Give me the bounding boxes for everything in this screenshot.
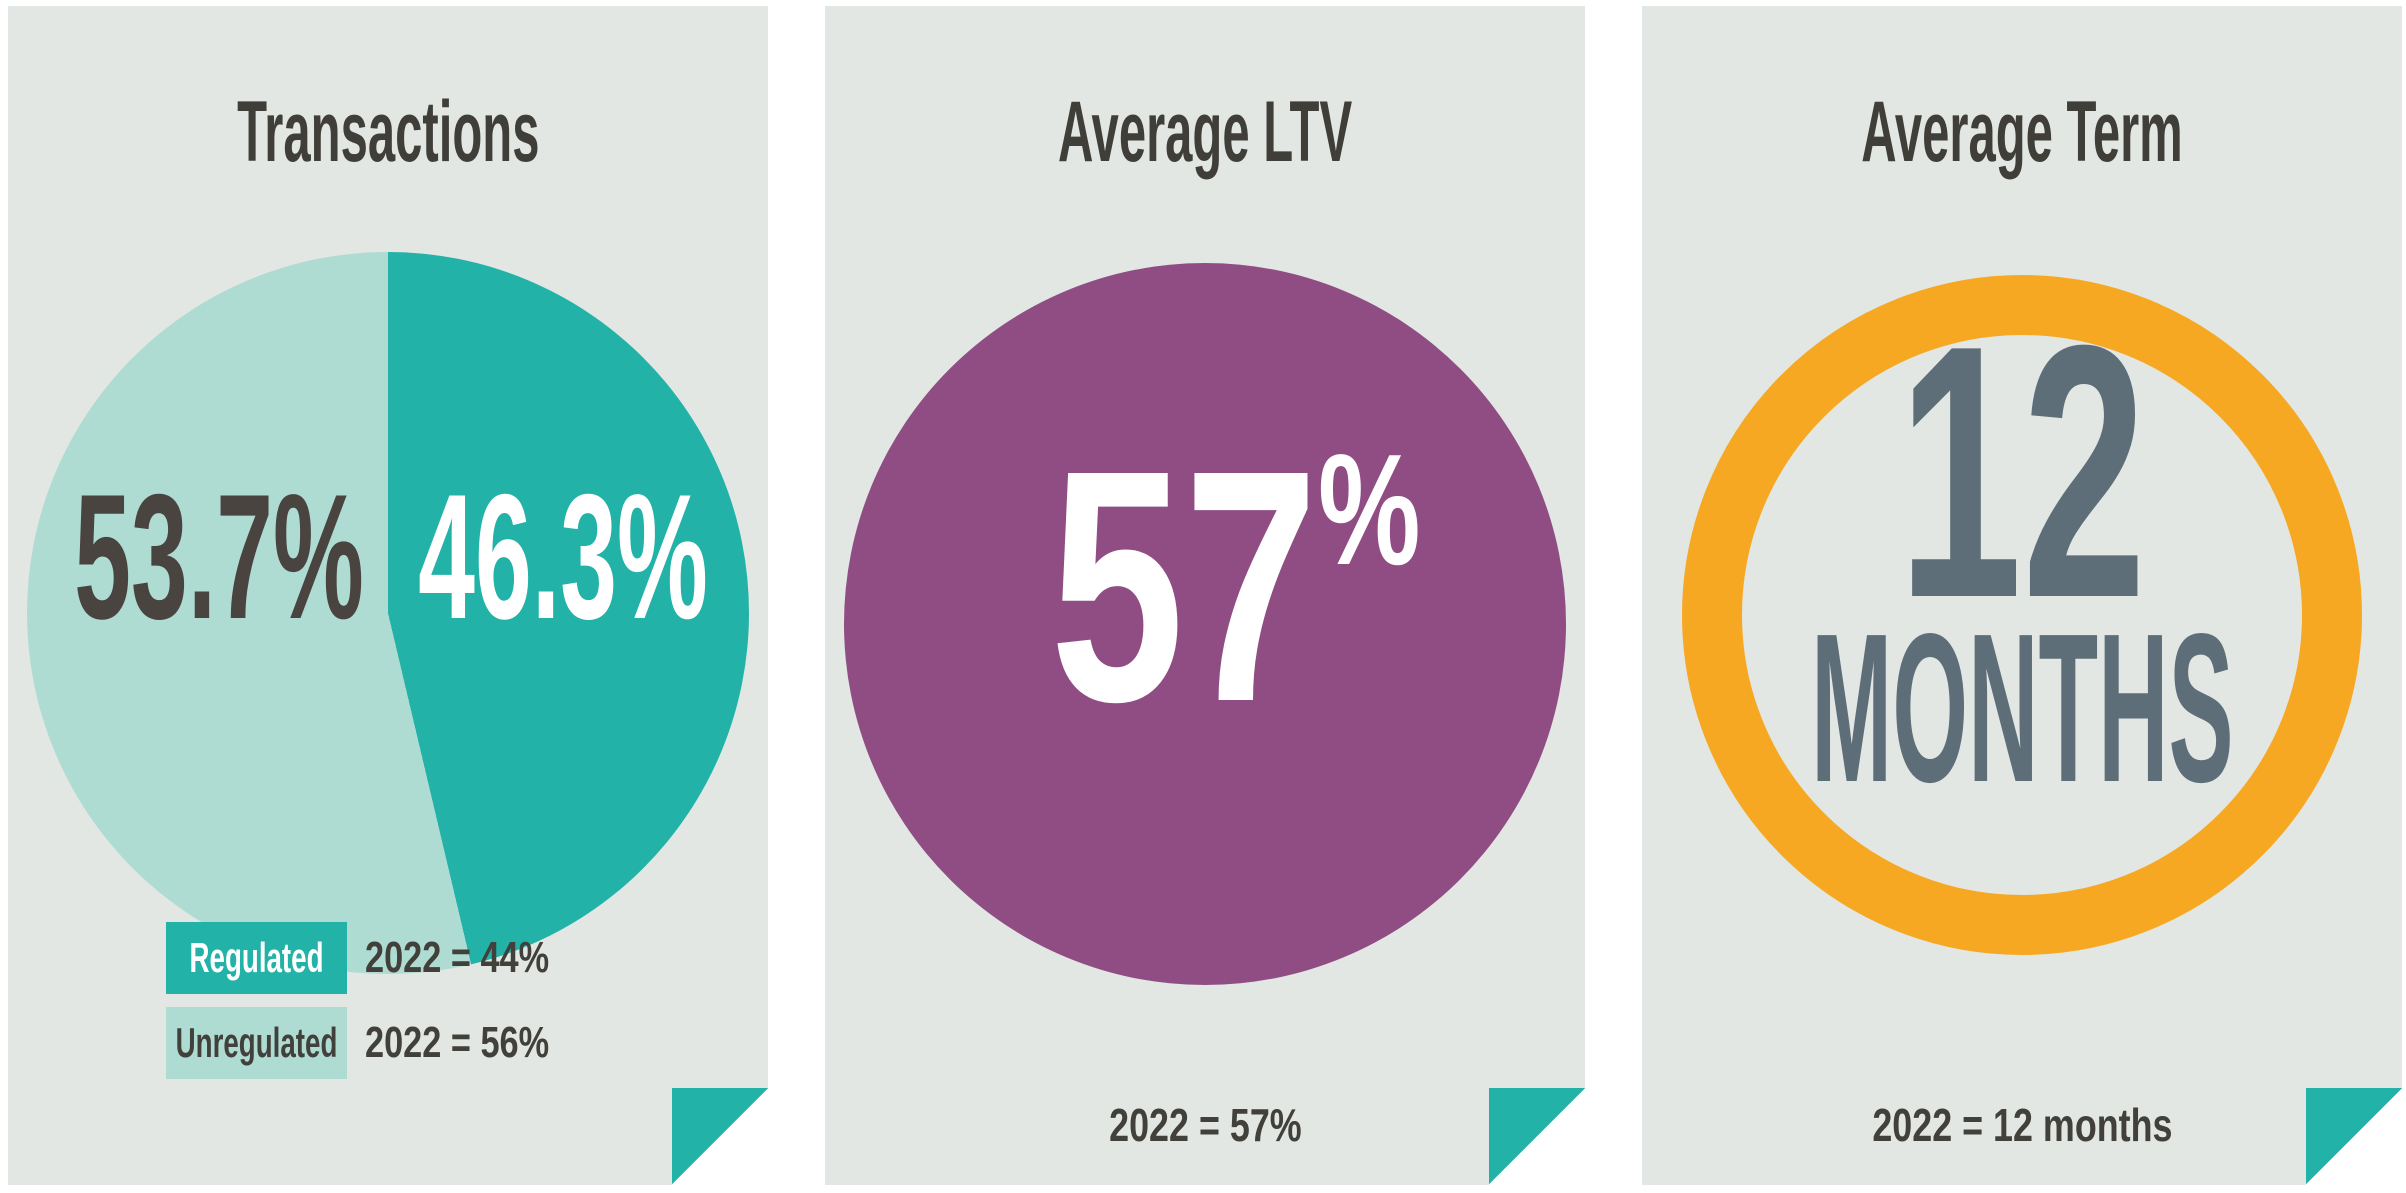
corner-fold-icon (1489, 1088, 1585, 1185)
panel-title-average-ltv: Average LTV (825, 89, 1585, 175)
transactions-pie-chart (27, 252, 749, 974)
ltv-footnote: 2022 = 57% (1108, 1099, 1302, 1151)
legend-row-unregulated: Unregulated 2022 = 56% (166, 1007, 601, 1079)
pie-label-unregulated: 53.7% (74, 457, 364, 656)
panel-title-text: Average LTV (1057, 84, 1353, 180)
ltv-number: 57 (1050, 401, 1319, 770)
ltv-kpi-value: 57 % (951, 421, 1459, 751)
panel-transactions: Transactions 53.7% 46.3% Regulated 2022 … (8, 6, 768, 1185)
term-footnote: 2022 = 12 months (1871, 1099, 2173, 1151)
panel-title-average-term: Average Term (1642, 89, 2402, 175)
corner-fold-icon (672, 1088, 768, 1185)
legend-row-regulated: Regulated 2022 = 44% (166, 922, 601, 994)
ltv-percent-sign: % (1318, 422, 1421, 598)
panel-average-ltv: Average LTV 57 % 2022 = 57% (825, 6, 1585, 1185)
term-kpi-value: 12 MONTHS (1682, 275, 2362, 955)
panel-title-transactions: Transactions (8, 89, 768, 175)
term-unit-label: MONTHS (1810, 589, 2234, 827)
term-number: 12 (1897, 270, 2147, 673)
ltv-circle: 57 % (844, 263, 1566, 985)
corner-fold-icon (2306, 1088, 2402, 1185)
legend-swatch-unregulated: Unregulated (166, 1007, 347, 1079)
panel-title-text: Transactions (236, 84, 540, 180)
legend-swatch-regulated: Regulated (166, 922, 347, 994)
pie-label-regulated: 46.3% (418, 457, 708, 656)
panel-average-term: Average Term 12 MONTHS 2022 = 12 months (1642, 6, 2402, 1185)
pie-legend: Regulated 2022 = 44% Unregulated 2022 = … (166, 922, 601, 1079)
infographic-panels: Transactions 53.7% 46.3% Regulated 2022 … (8, 6, 2402, 1185)
legend-value-regulated: 2022 = 44% (365, 933, 550, 982)
panel-title-text: Average Term (1861, 84, 2183, 180)
legend-value-unregulated: 2022 = 56% (365, 1018, 550, 1067)
